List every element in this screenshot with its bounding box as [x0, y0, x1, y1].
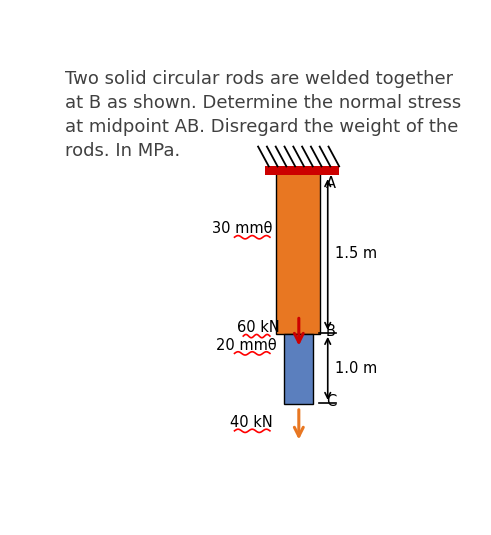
Text: at B as shown. Determine the normal stress: at B as shown. Determine the normal stre… — [65, 94, 462, 112]
Text: 30 mmθ: 30 mmθ — [212, 221, 273, 236]
Text: 60 kN: 60 kN — [238, 320, 280, 335]
Text: 40 kN: 40 kN — [230, 415, 273, 430]
Text: 20 mmθ: 20 mmθ — [216, 338, 276, 353]
Text: A: A — [326, 176, 336, 191]
Text: 1.5 m: 1.5 m — [335, 246, 378, 261]
Bar — [284, 334, 312, 404]
Text: C: C — [326, 394, 336, 409]
Text: Two solid circular rods are welded together: Two solid circular rods are welded toget… — [65, 71, 453, 88]
Text: at midpoint AB. Disregard the weight of the: at midpoint AB. Disregard the weight of … — [65, 118, 459, 136]
Text: rods. In MPa.: rods. In MPa. — [65, 142, 180, 160]
Bar — [276, 173, 320, 334]
Text: 1.0 m: 1.0 m — [335, 361, 378, 376]
Bar — [265, 166, 339, 175]
Text: B: B — [326, 324, 336, 340]
